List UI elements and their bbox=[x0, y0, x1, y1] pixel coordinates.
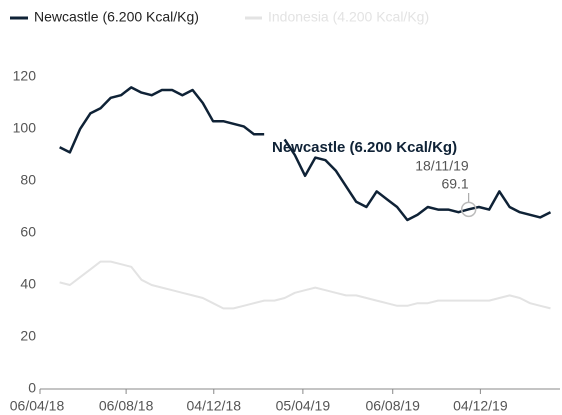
y-tick-label: 40 bbox=[20, 276, 36, 292]
x-tick-label: 06/04/18 bbox=[10, 398, 65, 414]
annotation-series: Newcastle (6.200 Kcal/Kg) bbox=[272, 139, 457, 156]
series-line bbox=[59, 260, 551, 310]
x-tick-label: 06/08/19 bbox=[365, 398, 420, 414]
x-tick-label: 04/12/19 bbox=[453, 398, 508, 414]
y-tick-label: 80 bbox=[20, 172, 36, 188]
series-line bbox=[283, 138, 552, 222]
annotation-marker bbox=[460, 201, 477, 218]
annotation-value: 69.1 bbox=[441, 176, 468, 192]
y-tick-label: 120 bbox=[13, 68, 37, 84]
y-tick-label: 60 bbox=[20, 224, 36, 240]
legend-label: Indonesia (4.200 Kcal/Kg) bbox=[268, 9, 429, 25]
y-tick-label: 100 bbox=[13, 120, 37, 136]
y-tick-label: 20 bbox=[20, 328, 36, 344]
y-tick-label: 0 bbox=[28, 380, 36, 396]
x-tick-label: 06/08/18 bbox=[99, 398, 154, 414]
x-tick-label: 04/12/18 bbox=[187, 398, 242, 414]
annotation-date: 18/11/19 bbox=[415, 158, 469, 174]
series-line bbox=[59, 86, 265, 154]
x-tick-label: 05/04/19 bbox=[276, 398, 331, 414]
legend-label: Newcastle (6.200 Kcal/Kg) bbox=[34, 9, 199, 25]
